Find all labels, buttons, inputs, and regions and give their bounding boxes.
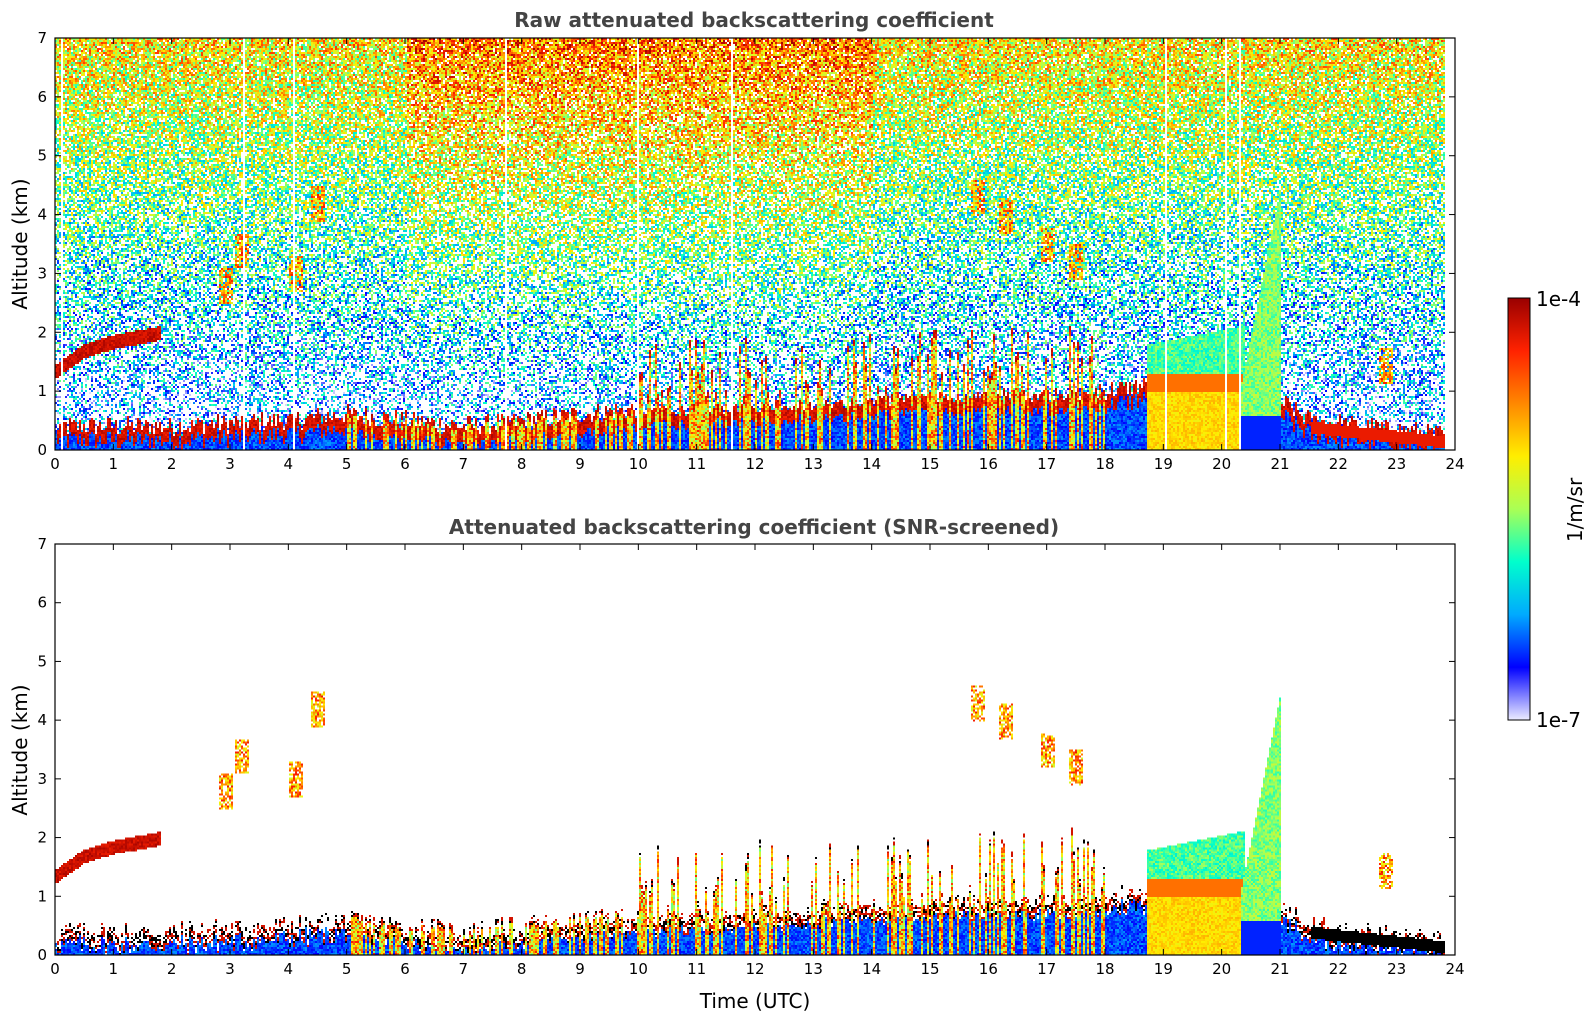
x-tick-label: 18: [1095, 455, 1114, 473]
colorbar: [1507, 297, 1531, 721]
x-tick-label: 6: [400, 960, 410, 978]
x-tick-label: 17: [1037, 455, 1056, 473]
y-tick-label: 4: [37, 711, 47, 729]
x-tick-label: 7: [459, 960, 469, 978]
x-tick-label: 11: [687, 455, 706, 473]
bottom-ylabel: Altitude (km): [8, 684, 32, 815]
colorbar-max-label: 1e-4: [1536, 287, 1581, 311]
x-tick-label: 22: [1329, 455, 1348, 473]
x-tick-label: 0: [50, 960, 60, 978]
y-tick-label: 7: [37, 29, 47, 47]
x-tick-label: 3: [225, 455, 235, 473]
x-tick-label: 5: [342, 960, 352, 978]
x-tick-label: 12: [745, 960, 764, 978]
bottom-axis-ticks: 0 1 2 3 4 5 6 7 8 9 10 11 12 13 14 15 16 17 18 19 20 21 22 23 24…: [37, 535, 1464, 978]
x-tick-label: 1: [109, 455, 119, 473]
x-tick-label: 23: [1387, 455, 1406, 473]
x-tick-label: 9: [575, 960, 585, 978]
y-tick-label: 5: [37, 652, 47, 670]
y-tick-label: 7: [37, 535, 47, 553]
top-panel-title: Raw attenuated backscattering coefficien…: [514, 8, 994, 32]
y-tick-label: 3: [37, 770, 47, 788]
x-tick-label: 15: [920, 455, 939, 473]
y-tick-label: 1: [37, 382, 47, 400]
x-tick-label: 15: [920, 960, 939, 978]
x-tick-label: 14: [862, 960, 881, 978]
top-panel: 0 1 2 3 4 5 6 7 8 9 10 11 12 13 14 15 16 17 18 19 20 21 22 23 24…: [8, 29, 1465, 473]
y-tick-label: 6: [37, 88, 47, 106]
x-tick-label: 20: [1212, 455, 1231, 473]
y-tick-label: 6: [37, 594, 47, 612]
y-tick-label: 3: [37, 264, 47, 282]
x-tick-label: 20: [1212, 960, 1231, 978]
x-tick-label: 8: [517, 455, 527, 473]
x-tick-label: 24: [1445, 455, 1464, 473]
y-tick-label: 2: [37, 323, 47, 341]
x-tick-label: 19: [1154, 960, 1173, 978]
x-tick-label: 12: [745, 455, 764, 473]
x-tick-label: 21: [1270, 455, 1289, 473]
x-tick-label: 13: [804, 960, 823, 978]
bottom-panel-title: Attenuated backscattering coefficient (S…: [449, 515, 1059, 539]
x-tick-label: 18: [1095, 960, 1114, 978]
xlabel: Time (UTC): [699, 989, 811, 1013]
top-axis-ticks: 0 1 2 3 4 5 6 7 8 9 10 11 12 13 14 15 16 17 18 19 20 21 22 23 24…: [37, 29, 1464, 473]
x-tick-label: 19: [1154, 455, 1173, 473]
x-tick-label: 10: [629, 455, 648, 473]
x-tick-label: 11: [687, 960, 706, 978]
top-ylabel: Altitude (km): [8, 178, 32, 309]
x-tick-label: 3: [225, 960, 235, 978]
x-tick-label: 16: [979, 960, 998, 978]
x-tick-label: 8: [517, 960, 527, 978]
x-tick-label: 21: [1270, 960, 1289, 978]
y-tick-label: 1: [37, 887, 47, 905]
x-tick-label: 23: [1387, 960, 1406, 978]
x-tick-label: 13: [804, 455, 823, 473]
y-tick-label: 0: [37, 946, 47, 964]
y-tick-label: 4: [37, 206, 47, 224]
bottom-heatmap: [55, 544, 1455, 955]
x-tick-label: 7: [459, 455, 469, 473]
y-tick-label: 2: [37, 829, 47, 847]
x-tick-label: 14: [862, 455, 881, 473]
x-tick-label: 2: [167, 455, 177, 473]
top-heatmap: [55, 38, 1455, 450]
y-tick-label: 0: [37, 441, 47, 459]
x-tick-label: 2: [167, 960, 177, 978]
x-tick-label: 10: [629, 960, 648, 978]
x-tick-label: 24: [1445, 960, 1464, 978]
x-tick-label: 1: [109, 960, 119, 978]
x-tick-label: 9: [575, 455, 585, 473]
bottom-panel: 0 1 2 3 4 5 6 7 8 9 10 11 12 13 14 15 16 17 18 19 20 21 22 23 24…: [8, 535, 1465, 1013]
x-tick-label: 6: [400, 455, 410, 473]
y-tick-label: 5: [37, 147, 47, 165]
x-tick-label: 4: [284, 455, 294, 473]
x-tick-label: 17: [1037, 960, 1056, 978]
x-tick-label: 4: [284, 960, 294, 978]
colorbar-unit-label: 1/m/sr: [1563, 477, 1587, 542]
x-tick-label: 22: [1329, 960, 1348, 978]
x-tick-label: 5: [342, 455, 352, 473]
x-tick-label: 16: [979, 455, 998, 473]
colorbar-min-label: 1e-7: [1536, 708, 1581, 732]
x-tick-label: 0: [50, 455, 60, 473]
